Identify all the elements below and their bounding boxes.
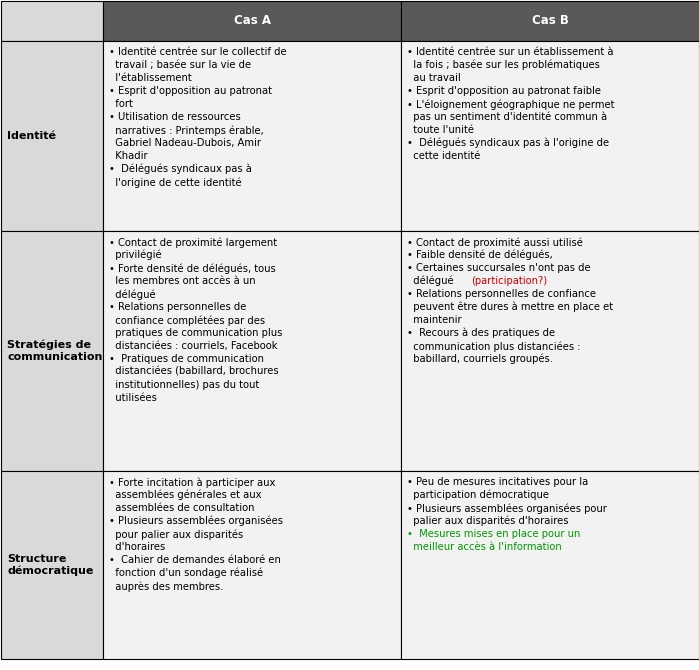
Text: fonction d'un sondage réalisé: fonction d'un sondage réalisé (109, 568, 263, 578)
Text: privilégié: privilégié (109, 250, 161, 261)
Text: fort: fort (109, 99, 133, 109)
Text: distanciées (babillard, brochures: distanciées (babillard, brochures (109, 367, 279, 377)
Text: • Esprit d'opposition au patronat: • Esprit d'opposition au patronat (109, 86, 272, 96)
Text: utilisées: utilisées (109, 393, 157, 403)
Text: •  Recours à des pratiques de: • Recours à des pratiques de (407, 328, 555, 338)
Text: Stratégies de
communication: Stratégies de communication (7, 340, 102, 362)
Text: palier aux disparités d'horaires: palier aux disparités d'horaires (407, 516, 568, 527)
Text: • Contact de proximité aussi utilisé: • Contact de proximité aussi utilisé (407, 237, 583, 247)
Bar (401, 231, 699, 471)
Text: • Faible densité de délégués,: • Faible densité de délégués, (407, 250, 553, 261)
Text: • Plusieurs assemblées organisées pour: • Plusieurs assemblées organisées pour (407, 503, 607, 513)
Bar (103, 41, 401, 231)
Text: • Forte incitation à participer aux: • Forte incitation à participer aux (109, 477, 275, 488)
Text: auprès des membres.: auprès des membres. (109, 581, 224, 592)
Text: participation démocratique: participation démocratique (407, 490, 549, 500)
Text: •  Mesures mises en place pour un: • Mesures mises en place pour un (407, 529, 580, 539)
Bar (1, 1, 103, 41)
Bar (1, 471, 103, 659)
Text: confiance complétées par des: confiance complétées par des (109, 315, 265, 326)
Bar (103, 1, 401, 41)
Text: les membres ont accès à un: les membres ont accès à un (109, 276, 256, 286)
Text: pratiques de communication plus: pratiques de communication plus (109, 328, 282, 338)
Text: l'origine de cette identité: l'origine de cette identité (109, 177, 242, 188)
Text: délégué: délégué (109, 289, 156, 299)
Text: • Identité centrée sur un établissement à: • Identité centrée sur un établissement … (407, 47, 614, 57)
Text: Identité: Identité (7, 131, 56, 141)
Text: • Utilisation de ressources: • Utilisation de ressources (109, 112, 240, 122)
Text: la fois ; basée sur les problématiques: la fois ; basée sur les problématiques (407, 60, 600, 70)
Text: toute l'unité: toute l'unité (407, 125, 474, 135)
Text: Structure
démocratique: Structure démocratique (7, 554, 94, 576)
Text: pas un sentiment d'identité commun à: pas un sentiment d'identité commun à (407, 112, 607, 123)
Text: cette identité: cette identité (407, 151, 480, 161)
Bar (1, 231, 103, 471)
Text: • Contact de proximité largement: • Contact de proximité largement (109, 237, 277, 247)
Text: meilleur accès à l'information: meilleur accès à l'information (407, 542, 562, 552)
Bar (401, 471, 699, 659)
Text: • Relations personnelles de confiance: • Relations personnelles de confiance (407, 289, 596, 299)
Text: distanciées : courriels, Facebook: distanciées : courriels, Facebook (109, 341, 278, 351)
Text: travail ; basée sur la vie de: travail ; basée sur la vie de (109, 60, 251, 70)
Text: au travail: au travail (407, 73, 461, 83)
Text: Cas B: Cas B (531, 15, 568, 27)
Text: peuvent être dures à mettre en place et: peuvent être dures à mettre en place et (407, 302, 613, 312)
Text: • Forte densité de délégués, tous: • Forte densité de délégués, tous (109, 263, 275, 273)
Bar (401, 1, 699, 41)
Text: assemblées de consultation: assemblées de consultation (109, 503, 254, 513)
Text: assemblées générales et aux: assemblées générales et aux (109, 490, 261, 500)
Text: narratives : Printemps érable,: narratives : Printemps érable, (109, 125, 264, 135)
Text: •  Délégués syndicaux pas à: • Délégués syndicaux pas à (109, 164, 252, 174)
Bar (103, 471, 401, 659)
Text: maintenir: maintenir (407, 315, 461, 325)
Text: Cas A: Cas A (233, 15, 271, 27)
Text: •  Cahier de demandes élaboré en: • Cahier de demandes élaboré en (109, 555, 281, 565)
Bar (401, 41, 699, 231)
Text: • L'éloignement géographique ne permet: • L'éloignement géographique ne permet (407, 99, 614, 109)
Text: Khadir: Khadir (109, 151, 147, 161)
Text: • Identité centrée sur le collectif de: • Identité centrée sur le collectif de (109, 47, 287, 57)
Text: • Esprit d'opposition au patronat faible: • Esprit d'opposition au patronat faible (407, 86, 601, 96)
Text: d'horaires: d'horaires (109, 542, 165, 552)
Text: •  Délégués syndicaux pas à l'origine de: • Délégués syndicaux pas à l'origine de (407, 138, 609, 149)
Text: • Relations personnelles de: • Relations personnelles de (109, 302, 246, 312)
Bar (103, 231, 401, 471)
Text: institutionnelles) pas du tout: institutionnelles) pas du tout (109, 380, 259, 390)
Text: •  Pratiques de communication: • Pratiques de communication (109, 354, 264, 364)
Text: communication plus distanciées :: communication plus distanciées : (407, 341, 580, 352)
Text: • Certaines succursales n'ont pas de: • Certaines succursales n'ont pas de (407, 263, 591, 273)
Text: Gabriel Nadeau-Dubois, Amir: Gabriel Nadeau-Dubois, Amir (109, 138, 261, 148)
Text: l'établissement: l'établissement (109, 73, 192, 83)
Text: babillard, courriels groupés.: babillard, courriels groupés. (407, 354, 553, 364)
Text: • Plusieurs assemblées organisées: • Plusieurs assemblées organisées (109, 516, 283, 527)
Text: pour palier aux disparités: pour palier aux disparités (109, 529, 243, 539)
Text: • Peu de mesures incitatives pour la: • Peu de mesures incitatives pour la (407, 477, 589, 487)
Text: (participation?): (participation?) (471, 276, 547, 286)
Text: délégué: délégué (407, 276, 456, 287)
Bar (1, 41, 103, 231)
